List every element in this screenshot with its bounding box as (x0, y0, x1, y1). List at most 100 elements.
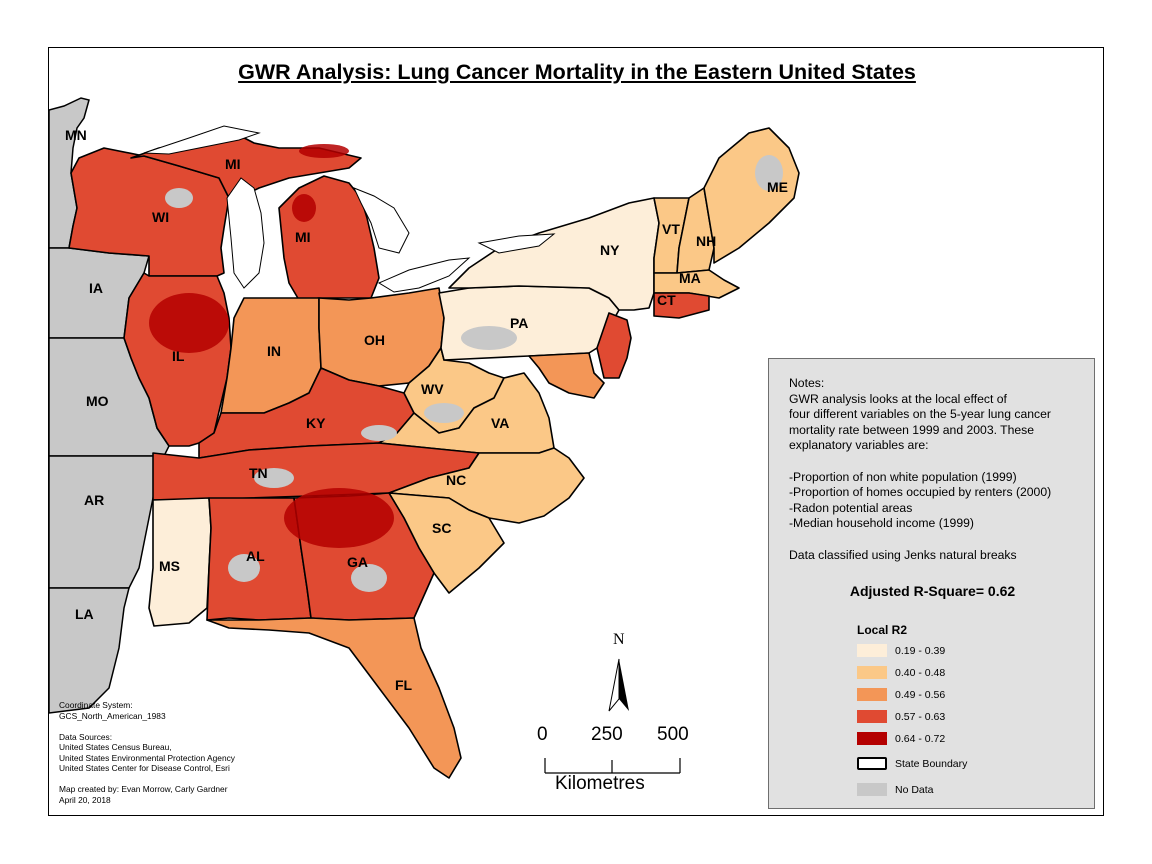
credit-line: United States Environmental Protection A… (59, 752, 235, 763)
state-de-md (528, 352, 605, 399)
credit-line: GCS_North_American_1983 (59, 710, 166, 721)
notes-line: -Proportion of non white population (199… (789, 469, 1017, 484)
scale-bar (544, 758, 681, 774)
no-data-patch (424, 403, 464, 423)
credit-line (59, 721, 235, 732)
state-label: AR (84, 492, 104, 508)
state-labels: MN IA MO AR LA WI MI MI IL IN OH KY TN M… (65, 127, 788, 693)
legend-label: 0.57 - 0.63 (895, 710, 946, 723)
legend-label: State Boundary (895, 757, 968, 770)
legend-item: No Data (857, 782, 934, 797)
no-data-swatch (857, 783, 887, 796)
legend-item: 0.49 - 0.56 (857, 687, 945, 702)
state-label: MO (86, 393, 109, 409)
state-label: AL (246, 548, 265, 564)
state-label: GA (347, 554, 368, 570)
adjusted-r-square: Adjusted R-Square= 0.62 (849, 583, 1016, 599)
legend-item: 0.40 - 0.48 (857, 665, 945, 680)
state-label: OH (364, 332, 385, 348)
map-title: GWR Analysis: Lung Cancer Mortality in t… (238, 60, 916, 84)
credits: Coordinate System: GCS_North_American_19… (59, 700, 235, 805)
hotspot-overlays (149, 144, 394, 548)
hotspot-lower-michigan (292, 194, 316, 222)
state-label: NY (600, 242, 620, 258)
western-states (49, 97, 170, 714)
legend-label: 0.19 - 0.39 (895, 644, 946, 657)
lake-michigan (226, 177, 265, 289)
lake-huron (353, 187, 410, 254)
state-label: FL (395, 677, 413, 693)
state-fl (206, 617, 462, 779)
state-boundary-swatch (857, 757, 887, 770)
legend-item: 0.57 - 0.63 (857, 709, 945, 724)
state-label: ME (767, 179, 788, 195)
north-label: N (613, 631, 625, 648)
credit-line: April 20, 2018 (59, 794, 111, 805)
notes-line: explanatory variables are: (789, 438, 929, 453)
scale-tick-label: 500 (657, 724, 689, 745)
legend-label: 0.49 - 0.56 (895, 688, 946, 701)
scale-tick-label: 250 (591, 724, 623, 745)
no-data-patch (228, 554, 260, 582)
notes-legend-panel: Notes: GWR analysis looks at the local e… (768, 358, 1095, 809)
lake-superior (143, 125, 261, 155)
state-label: TN (249, 465, 268, 481)
north-arrow-icon (608, 658, 629, 712)
notes-line: Notes: (789, 376, 825, 390)
legend-swatch (857, 710, 887, 723)
state-label: IN (267, 343, 281, 359)
notes-line: -Radon potential areas (789, 500, 913, 515)
state-label: WI (152, 209, 169, 225)
state-label: LA (75, 606, 94, 622)
legend-label: No Data (895, 783, 934, 796)
scale-tick-label: 0 (537, 724, 548, 745)
credit-line: United States Census Bureau, (59, 742, 172, 752)
no-data-patch (254, 468, 294, 488)
great-lakes (143, 125, 556, 293)
state-label: PA (510, 315, 528, 331)
credit-line: Map created by: Evan Morrow, Carly Gardn… (59, 784, 228, 794)
legend-swatch (857, 666, 887, 679)
legend-item: 0.64 - 0.72 (857, 731, 945, 746)
no-data-patch (165, 188, 193, 208)
no-data-patch (361, 425, 397, 441)
state-me (703, 127, 800, 264)
state-label: VT (662, 221, 680, 237)
no-data-patch (461, 326, 517, 350)
lake-erie (377, 257, 471, 293)
legend-item: State Boundary (857, 756, 967, 771)
lake-ontario (477, 233, 556, 254)
state-label: NC (446, 472, 466, 488)
state-nc (388, 447, 585, 524)
legend-swatch (857, 688, 887, 701)
credit-line: Coordinate System: (59, 700, 133, 710)
state-ct-ri (653, 292, 710, 319)
state-label: IA (89, 280, 103, 296)
state-nj (596, 312, 632, 379)
no-data-patch (351, 564, 387, 592)
credit-line: United States Center for Disease Control… (59, 763, 230, 773)
hotspot-illinois (149, 293, 229, 353)
hotspot-upper-michigan-east (299, 144, 349, 158)
state-ar (49, 455, 166, 589)
no-data-patch (755, 155, 783, 191)
state-la (49, 587, 130, 714)
state-pa (438, 285, 620, 361)
scale-unit-label: Kilometres (555, 773, 645, 794)
no-data-patches (165, 155, 783, 592)
state-label: MA (679, 270, 701, 286)
legend-swatch (857, 732, 887, 745)
notes-line: Data classified using Jenks natural brea… (789, 547, 1017, 562)
notes-line: mortality rate between 1999 and 2003. Th… (789, 422, 1035, 437)
notes-line: -Median household income (1999) (789, 516, 974, 531)
notes-line: GWR analysis looks at the local effect o… (789, 391, 1007, 406)
map-canvas: MN IA MO AR LA WI MI MI IL IN OH KY TN M… (49, 97, 800, 779)
legend-label: 0.64 - 0.72 (895, 732, 946, 745)
hotspot-georgia-alabama (284, 488, 394, 548)
legend-item: 0.19 - 0.39 (857, 643, 945, 658)
map-frame: MN IA MO AR LA WI MI MI IL IN OH KY TN M… (48, 47, 1104, 816)
legend-swatch (857, 644, 887, 657)
legend-label: 0.40 - 0.48 (895, 666, 946, 679)
state-label: WV (421, 381, 444, 397)
eastern-states (68, 127, 800, 779)
